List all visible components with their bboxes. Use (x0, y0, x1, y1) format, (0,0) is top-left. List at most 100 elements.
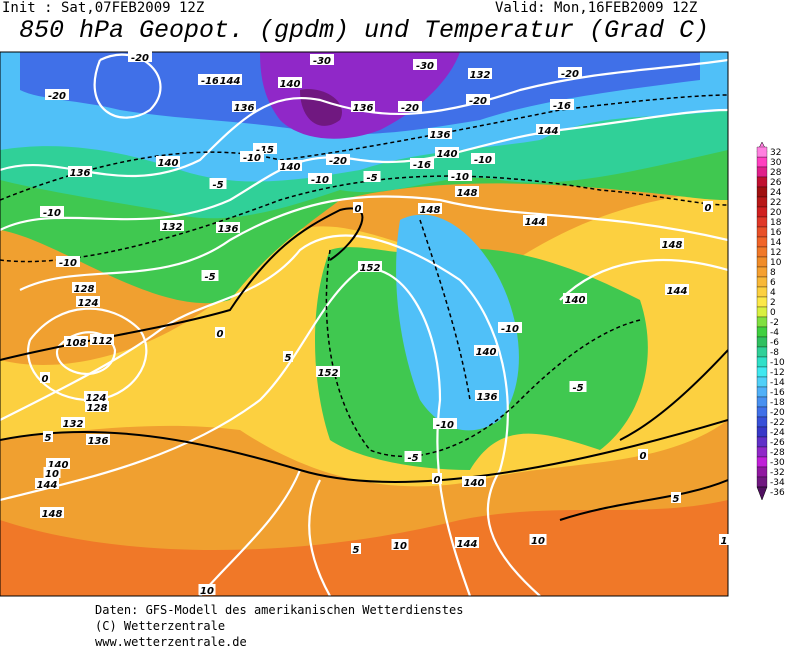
contour-label-bg (462, 476, 486, 487)
colorbar-label: -6 (770, 338, 779, 348)
colorbar-label: -36 (770, 488, 785, 498)
init-time: Init : Sat,07FEB2009 12Z (2, 0, 205, 16)
contour-label: 148 (42, 509, 63, 520)
contour-label-bg (351, 101, 375, 112)
contour-label-bg (569, 381, 587, 392)
colorbar-label: 0 (770, 308, 776, 318)
contour-label-bg (278, 77, 302, 88)
colorbar-label: -22 (770, 418, 785, 428)
contour-label-bg (215, 327, 225, 338)
colorbar-label: -30 (770, 458, 785, 468)
contour-label: 140 (48, 460, 69, 471)
contour-label: 132 (63, 419, 84, 430)
contour-label-bg (209, 178, 227, 189)
contour-label-bg (43, 467, 61, 478)
contour-label-bg (391, 539, 409, 550)
colorbar-label: 8 (770, 268, 776, 278)
colorbar-label: -2 (770, 318, 779, 328)
contour-label-bg (278, 160, 302, 171)
contour-label-bg (160, 220, 184, 231)
contour-label-bg (56, 256, 80, 267)
contour-label-bg (358, 261, 382, 272)
contour-label: 136 (353, 103, 374, 114)
contour-label-bg (308, 173, 332, 184)
colorbar-swatch (756, 476, 768, 488)
contour-label: 0 (217, 329, 224, 340)
contour-label-bg (474, 345, 498, 356)
colorbar-swatch (756, 316, 768, 328)
contour-label: 140 (280, 79, 301, 90)
contour-label-bg (660, 238, 684, 249)
colorbar-label: 2 (770, 298, 776, 308)
contour-label: 5 (353, 545, 360, 556)
contour-label: -20 (469, 96, 487, 107)
contour-label: 152 (318, 368, 339, 379)
contour-label: -20 (329, 156, 347, 167)
colorbar-label: -12 (770, 368, 785, 378)
colorbar-swatch (756, 406, 768, 418)
colorbar-swatch (756, 206, 768, 218)
colorbar-swatch (756, 306, 768, 318)
colorbar-swatch (756, 296, 768, 308)
contour-label-bg (45, 89, 69, 100)
contour-label-bg (418, 203, 442, 214)
contour-label: 112 (92, 336, 113, 347)
contour-label-bg (363, 171, 381, 182)
contour-label: 144 (667, 286, 688, 297)
colorbar-label: 28 (770, 168, 782, 178)
colorbar-label: -18 (770, 398, 785, 408)
contour-label-bg (498, 322, 522, 333)
contour-label-bg (198, 74, 222, 85)
colorbar-label: 6 (770, 278, 776, 288)
contour-label-bg (310, 54, 334, 65)
colorbar-label: 20 (770, 208, 782, 218)
contour-label-bg (40, 372, 50, 383)
contour-label-bg (156, 156, 180, 167)
contour-label-bg (536, 124, 560, 135)
contour-label: -10 (243, 153, 261, 164)
contour-label-bg (410, 158, 434, 169)
contour-label-bg (86, 434, 110, 445)
colorbar-swatch (756, 346, 768, 358)
contour-label: -10 (451, 172, 469, 183)
contour-label-bg (550, 99, 574, 110)
contour-label: -20 (561, 69, 579, 80)
contour-label-bg (84, 391, 108, 402)
colorbar-swatch (756, 256, 768, 268)
contour-label: -10 (59, 258, 77, 269)
contour-label: 136 (477, 392, 498, 403)
contour-label-bg (455, 186, 479, 197)
contour-label: 10 (393, 541, 407, 552)
colorbar-label: 12 (770, 248, 781, 258)
contour-label: -10 (311, 175, 329, 186)
contour-label: 0 (705, 203, 712, 214)
contour-label: 132 (470, 70, 491, 81)
colorbar-swatch (756, 216, 768, 228)
colorbar-label: -34 (770, 478, 785, 488)
contour-label-bg (61, 417, 85, 428)
colorbar-label: -8 (770, 348, 779, 358)
colorbar-label: -14 (770, 378, 785, 388)
colorbar-label: 14 (770, 238, 782, 248)
colorbar-swatch (756, 226, 768, 238)
contour-label-bg (201, 270, 219, 281)
contour-label: -16 (413, 160, 431, 171)
contour-label-bg (466, 94, 490, 105)
contour-label: 144 (220, 76, 241, 87)
colorbar-swatch (756, 266, 768, 278)
contour-label: -20 (131, 53, 149, 64)
contour-label-bg (428, 128, 452, 139)
contour-label: 124 (86, 393, 107, 404)
colorbar-swatch (756, 246, 768, 258)
colorbar-label: 30 (770, 158, 782, 168)
contour-label-bg (433, 418, 457, 429)
contour-label-bg (435, 147, 459, 158)
contour-label-bg (43, 431, 53, 442)
contour-label-bg (72, 282, 96, 293)
colorbar-label: 32 (770, 148, 781, 158)
contour-label: 132 (162, 222, 183, 233)
contour-label-bg (218, 74, 242, 85)
contour-label: 152 (360, 263, 381, 274)
contour-label-bg (64, 336, 88, 347)
